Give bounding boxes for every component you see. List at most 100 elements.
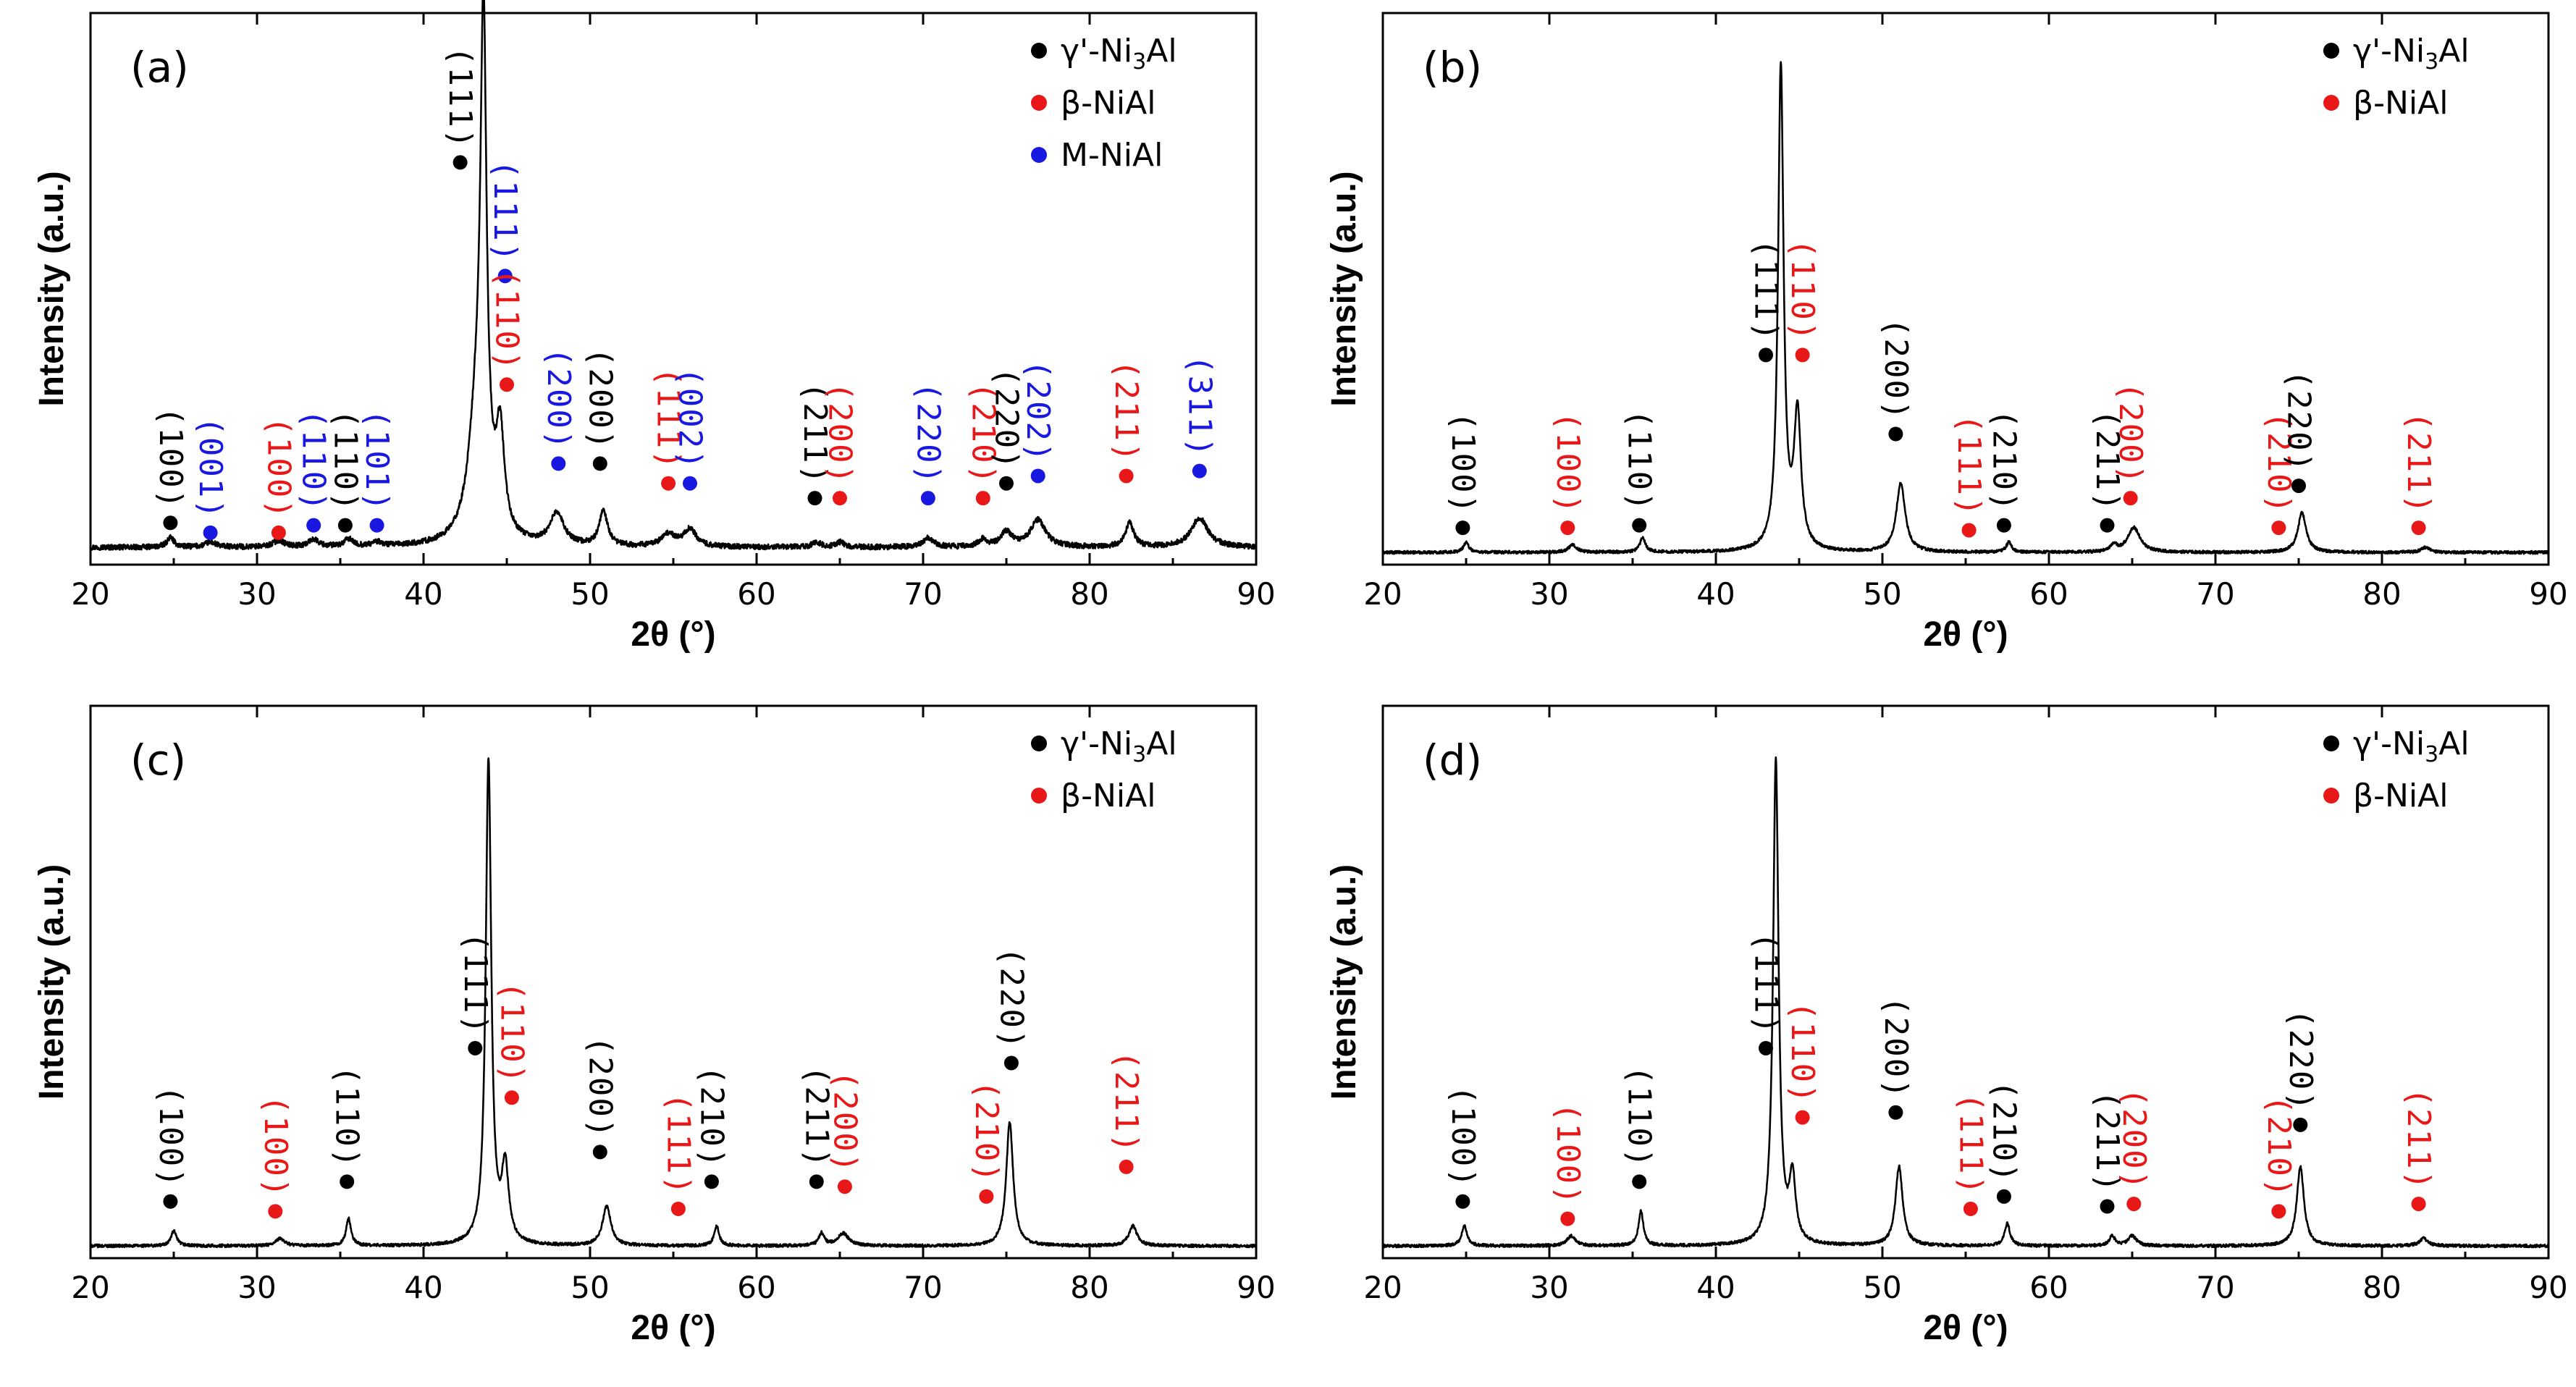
peak-marker-beta — [975, 491, 990, 506]
peak-label: (211) — [796, 382, 833, 485]
peak-label: (210) — [1985, 1080, 2022, 1183]
x-tick-label: 70 — [904, 1270, 942, 1305]
peak-label: (111) — [650, 367, 687, 470]
x-tick-label: 40 — [1696, 1270, 1735, 1305]
peak-marker-gamma_prime — [468, 1040, 483, 1055]
legend-marker-beta — [2323, 95, 2339, 111]
peak-marker-gamma_prime — [337, 518, 353, 533]
peak-label: (110) — [493, 982, 530, 1084]
legend-entry: β-NiAl — [1061, 777, 1156, 814]
peak-marker-beta — [2271, 1204, 2286, 1219]
x-tick-label: 70 — [904, 576, 942, 612]
peak-marker-gamma_prime — [807, 491, 822, 506]
x-tick-label: 40 — [1696, 576, 1735, 612]
peak-marker-beta — [504, 1090, 519, 1105]
x-tick-label: 20 — [1363, 576, 1402, 612]
panel-title: (d) — [1423, 735, 1482, 785]
legend-entry: γ'-Ni3Al — [2353, 725, 2470, 767]
peak-marker-gamma_prime — [2293, 1117, 2308, 1132]
peak-marker-gamma_prime — [1759, 347, 1773, 363]
peak-label: (101) — [358, 409, 395, 512]
x-tick-label: 80 — [2362, 1270, 2401, 1305]
xrd-trace — [89, 757, 1258, 1249]
peak-label: (100) — [1444, 412, 1481, 515]
peak-marker-gamma_prime — [1632, 518, 1647, 533]
peak-label: (200) — [581, 347, 618, 450]
peak-marker-gamma_prime — [2100, 518, 2115, 533]
chart-panel-c: 20 30 40 50 60 70 80 90 2θ (°) Intensity (a.u.) (c… — [33, 704, 1276, 1347]
peak-label: (200) — [1877, 996, 1914, 1099]
peak-marker-beta — [1560, 520, 1575, 536]
peak-marker-gamma_prime — [1888, 1105, 1903, 1120]
legend-entry: γ'-Ni3Al — [1061, 33, 1177, 75]
x-tick-label: 90 — [1237, 1270, 1275, 1305]
peak-marker-gamma_prime — [1996, 518, 2011, 533]
x-tick-label: 80 — [1070, 576, 1108, 612]
x-tick-label: 40 — [404, 576, 442, 612]
legend-entry: γ'-Ni3Al — [1061, 725, 1177, 767]
peak-marker-gamma_prime — [2100, 1199, 2115, 1214]
x-tick-label: 20 — [71, 1270, 109, 1305]
xrd-trace — [89, 0, 1258, 552]
peak-marker-gamma_prime — [999, 476, 1014, 491]
legend-entry: β-NiAl — [2353, 85, 2448, 122]
legend-entry: γ'-Ni3Al — [2353, 33, 2470, 75]
peak-marker-beta — [670, 1201, 686, 1216]
peak-marker-gamma_prime — [592, 1144, 607, 1160]
peak-marker-beta — [1119, 468, 1134, 484]
peak-label: (111) — [457, 932, 494, 1035]
x-tick-label: 60 — [737, 576, 775, 612]
peak-label: (200) — [581, 1036, 618, 1139]
y-axis-label: Intensity (a.u.) — [33, 171, 71, 406]
chart-panel-d: 20 30 40 50 60 70 80 90 2θ (°) Intensity (a.u.) (d… — [1325, 704, 2568, 1347]
peak-label: (220) — [909, 382, 946, 485]
peak-marker-gamma_prime — [1455, 1194, 1470, 1209]
peak-marker-beta — [2271, 520, 2286, 536]
peak-marker-beta — [1560, 1211, 1575, 1226]
peak-label: (220) — [993, 947, 1030, 1050]
peak-label: (100) — [152, 407, 189, 510]
peak-marker-m — [306, 518, 321, 533]
peak-label: (111) — [1748, 239, 1785, 342]
peak-marker-m — [683, 476, 697, 491]
peak-label: (211) — [798, 1066, 835, 1168]
peak-label: (210) — [964, 382, 1001, 485]
peak-marker-gamma_prime — [453, 155, 468, 170]
peak-label: (210) — [968, 1080, 1005, 1183]
peak-label: (200) — [1877, 318, 1914, 421]
peak-marker-m — [497, 269, 513, 284]
peak-marker-gamma_prime — [1996, 1189, 2011, 1204]
peak-label: (211) — [2400, 412, 2437, 515]
x-tick-label: 30 — [237, 1270, 276, 1305]
legend-entry: β-NiAl — [2353, 777, 2448, 814]
peak-label: (211) — [1108, 1050, 1145, 1153]
peak-label: (100) — [1549, 412, 1586, 515]
peak-label: (111) — [1952, 1092, 1989, 1195]
x-tick-label: 30 — [1530, 576, 1568, 612]
peak-marker-m — [1030, 468, 1045, 484]
x-axis-label: 2θ (°) — [1923, 1309, 2008, 1347]
peak-marker-gamma_prime — [2291, 479, 2306, 494]
peak-marker-gamma_prime — [163, 515, 178, 531]
legend-entry: β-NiAl — [1061, 85, 1156, 122]
x-tick-label: 50 — [1863, 1270, 1901, 1305]
peak-marker-beta — [2123, 491, 2138, 506]
peak-marker-m — [551, 456, 566, 471]
peak-marker-gamma_prime — [1632, 1174, 1647, 1189]
peak-label: (110) — [1784, 1001, 1821, 1104]
peak-marker-m — [920, 491, 935, 506]
peak-marker-beta — [271, 525, 286, 540]
panel-title: (c) — [130, 735, 186, 785]
peak-label: (210) — [2260, 1095, 2297, 1198]
peak-label: (110) — [1784, 239, 1821, 342]
peak-label: (110) — [329, 1066, 366, 1168]
peak-label: (220) — [2281, 370, 2318, 473]
peak-label: (211) — [2089, 409, 2126, 512]
peak-label: (111) — [442, 46, 479, 149]
peak-label: (110) — [489, 269, 526, 371]
x-tick-label: 70 — [2196, 1270, 2234, 1305]
peak-label: (200) — [826, 1071, 863, 1173]
peak-label: (100) — [1549, 1103, 1586, 1205]
peak-marker-m — [1192, 463, 1207, 479]
